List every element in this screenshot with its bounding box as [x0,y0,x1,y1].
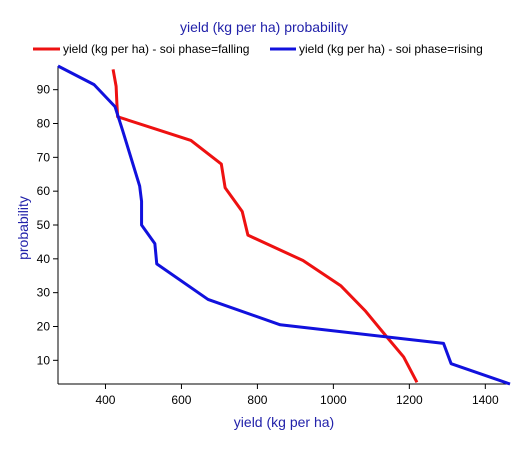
y-tick-label: 30 [37,286,51,300]
x-ticks: 400 600 800 1000 1200 1400 [95,384,499,407]
legend-label-falling: yield (kg per ha) - soi phase=falling [63,42,249,56]
legend: yield (kg per ha) - soi phase=falling yi… [33,42,483,56]
x-tick-label: 1200 [396,393,423,407]
y-tick-label: 50 [37,218,51,232]
x-tick-label: 400 [95,393,115,407]
y-tick-label: 70 [37,150,51,164]
y-tick-label: 80 [37,117,51,131]
legend-label-rising: yield (kg per ha) - soi phase=rising [299,42,483,56]
x-axis-title: yield (kg per ha) [234,414,334,430]
x-tick-label: 600 [171,393,191,407]
series-line-falling [111,69,419,384]
y-tick-label: 10 [37,353,51,367]
x-tick-label: 800 [247,393,267,407]
y-tick-label: 20 [37,319,51,333]
x-tick-label: 1400 [472,393,499,407]
x-tick-label: 1000 [320,393,347,407]
series-line-rising [57,64,511,386]
series-group [57,64,511,386]
axes [57,66,510,385]
y-ticks: 10 20 30 40 50 60 70 80 90 [37,83,58,367]
y-tick-label: 60 [37,184,51,198]
y-axis-title: probability [15,196,31,260]
chart-title: yield (kg per ha) probability [180,19,348,35]
y-tick-label: 90 [37,83,51,97]
y-tick-label: 40 [37,252,51,266]
